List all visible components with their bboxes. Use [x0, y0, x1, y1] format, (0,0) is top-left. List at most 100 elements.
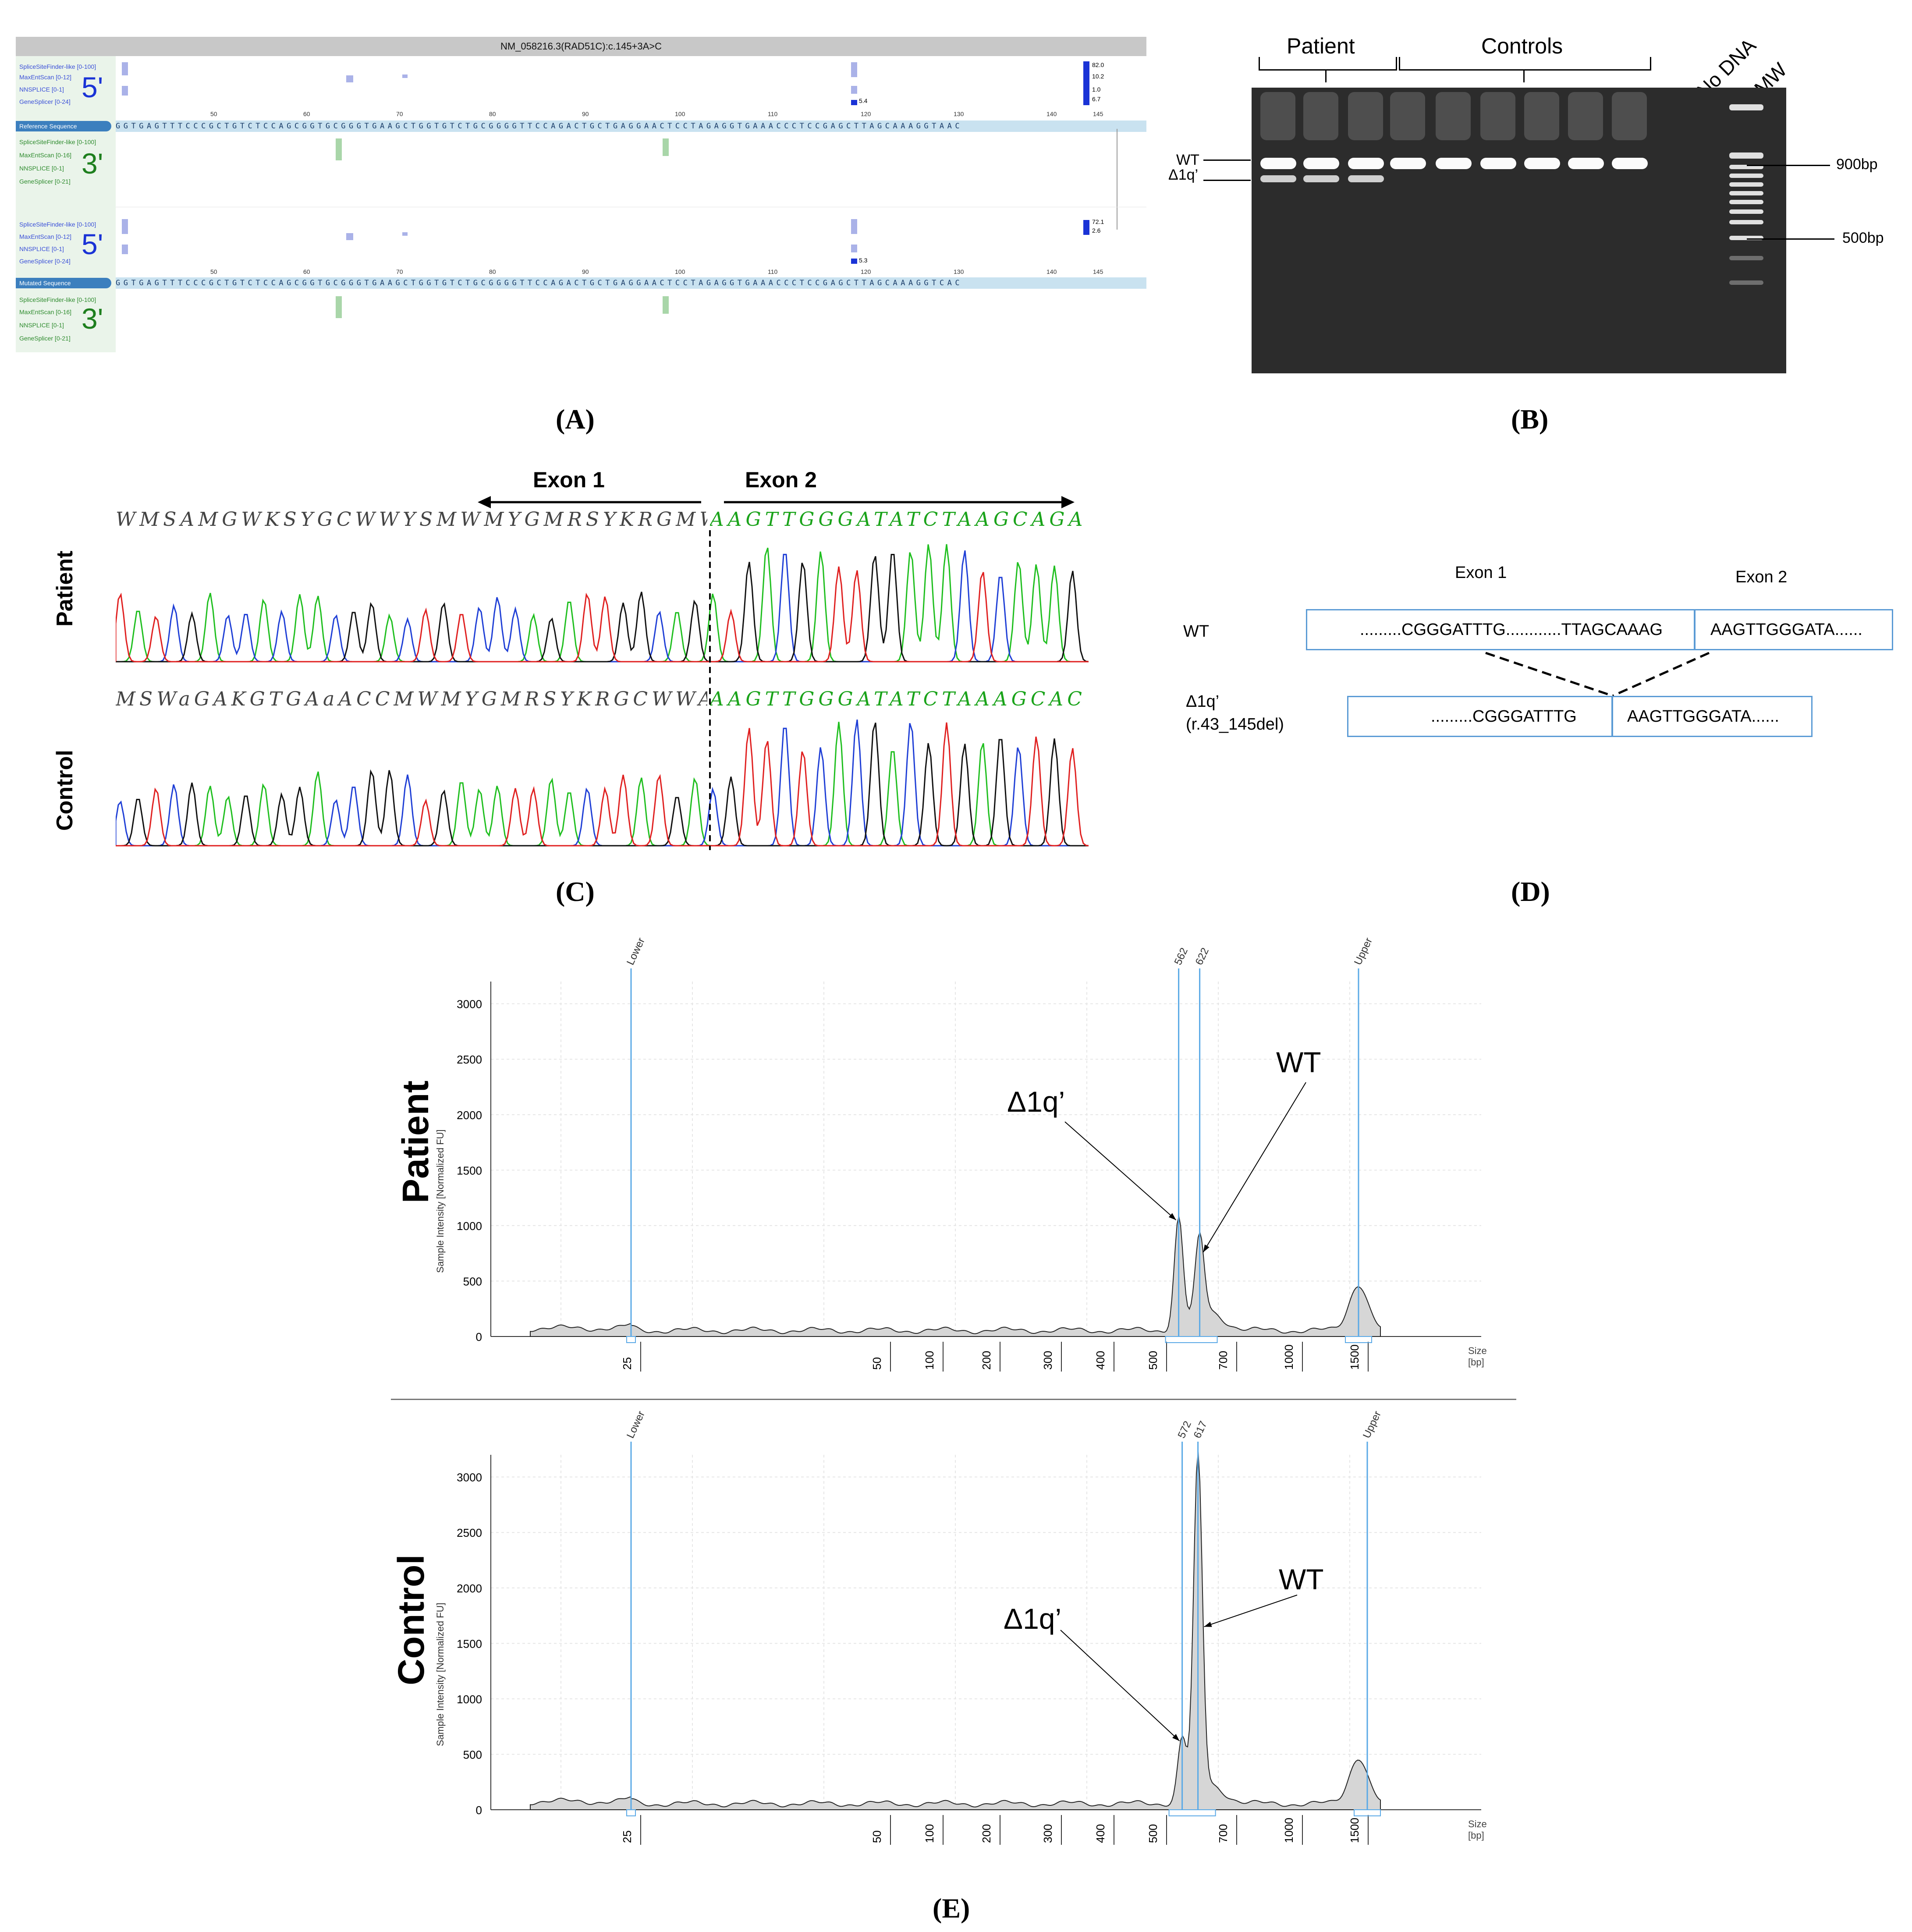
reference-sequence: GGTGAGTTTCCCGCTGTCTCCAGCGGTGCGGGTGAAGCTG… — [116, 121, 1146, 132]
ladder-band — [1729, 165, 1763, 169]
score-bar — [346, 233, 353, 240]
band-wt — [1524, 158, 1560, 169]
band-delta — [1260, 175, 1296, 182]
delta-row-sublabel: (r.43_145del) — [1186, 715, 1284, 734]
score-bar — [402, 232, 408, 236]
score-value: 5.4 — [859, 97, 868, 104]
track-label: MaxEntScan [0-16] — [19, 308, 72, 316]
mutated-sequence: GGTGAGTTTCCCGCTGTCTCCAGCGGTGCGGGTGAAGCTG… — [116, 277, 1146, 289]
marker-label: Upper — [1352, 936, 1375, 967]
ladder-band — [1729, 182, 1763, 187]
wt-exon2-box: AAGTTGGGATA...... — [1694, 609, 1893, 650]
control-seq-exon2: AAGTTGGGATATCTAAAGCAC — [710, 688, 1086, 710]
trace — [116, 544, 1089, 663]
wt-exon1-box: .........CGGGATTTG............TTAGCAAAG — [1306, 609, 1695, 650]
electropherogram-trace — [530, 1216, 1381, 1337]
x-tick-label: 300 — [1041, 1351, 1054, 1370]
ladder-band — [1729, 256, 1763, 260]
marker-label: 572 — [1176, 1419, 1194, 1440]
score-bar — [851, 100, 857, 105]
track-label: NNSPLICE [0-1] — [19, 322, 64, 329]
peak-window — [1168, 1809, 1216, 1816]
score-bar — [851, 219, 857, 234]
x-tick-label: 500 — [1146, 1351, 1160, 1370]
score-bar — [1083, 220, 1089, 235]
annotation-arrow — [1204, 1595, 1298, 1627]
track-label: NNSPLICE [0-1] — [19, 86, 64, 93]
track-label: GeneSplicer [0-21] — [19, 178, 71, 185]
track-sidebar — [16, 56, 116, 352]
band-delta — [1303, 175, 1339, 182]
track-label: MaxEntScan [0-16] — [19, 152, 72, 159]
peak-window — [1165, 1336, 1218, 1343]
x-tick-label: 50 — [870, 1357, 883, 1370]
y-tick-label: 500 — [463, 1748, 482, 1761]
track-label: SpliceSiteFinder-like [0-100] — [19, 63, 96, 70]
lane-smear — [1260, 92, 1295, 140]
ruler-tick-label: 90 — [582, 268, 589, 275]
ruler-tick-label: 80 — [489, 268, 496, 275]
arrow-head — [1203, 1244, 1210, 1252]
ladder-band — [1729, 200, 1763, 204]
score-bar — [122, 86, 128, 96]
ruler-tick-label: 60 — [303, 268, 310, 275]
ruler-tick-label: 60 — [303, 110, 310, 117]
ruler-tick-label: 70 — [396, 110, 403, 117]
marker-label: 622 — [1193, 946, 1211, 967]
track-label: GeneSplicer [0-24] — [19, 258, 71, 265]
panel-label-c: (C) — [556, 876, 595, 907]
ruler-tick-label: 130 — [954, 268, 964, 275]
five-prime-label: 5' — [82, 228, 103, 260]
delta-exon1-box: .........CGGGATTTG — [1347, 696, 1613, 737]
marker-label: Lower — [624, 936, 647, 967]
control-delta-annotation: Δ1q’ — [1004, 1602, 1062, 1635]
ruler-reference: 50 60 70 80 90 100 110 120 130 140 145 — [116, 110, 1146, 119]
score-bar — [336, 138, 342, 160]
patient-seq-exon1: WMSAMGWKSYGCWWYSMWMYGMRSYKRGMWWWG — [116, 508, 707, 531]
y-tick-label: 2000 — [457, 1109, 482, 1122]
peak-window — [1345, 1336, 1372, 1343]
x-tick-label: 700 — [1217, 1824, 1230, 1843]
score-bar — [1083, 61, 1089, 105]
x-tick-label: 400 — [1094, 1351, 1107, 1370]
arrow-head — [1168, 1213, 1176, 1220]
y-tick-label: 2500 — [457, 1526, 482, 1539]
x-tick-label: 1000 — [1282, 1344, 1295, 1370]
lane-smear — [1436, 92, 1471, 140]
controls-bracket — [1399, 57, 1651, 71]
band-wt — [1303, 158, 1339, 169]
splice-lines — [1485, 652, 1710, 697]
x-tick-label: 100 — [923, 1351, 936, 1370]
score-bar — [663, 296, 669, 314]
electropherogram-trace — [530, 1451, 1381, 1810]
control-row-label: Control — [52, 750, 78, 831]
ladder-band — [1729, 280, 1763, 285]
five-prime-label: 5' — [82, 71, 103, 103]
band-wt — [1612, 158, 1648, 169]
score-bar — [663, 138, 669, 156]
score-bar — [346, 75, 353, 82]
ruler-tick-label: 50 — [210, 268, 217, 275]
x-tick-label: 25 — [621, 1357, 634, 1370]
chromatogram-traces — [116, 530, 1089, 850]
x-tick-label: 25 — [621, 1830, 634, 1843]
band-wt — [1260, 158, 1296, 169]
lane-smear — [1568, 92, 1603, 140]
score-bar — [336, 296, 342, 318]
x-tick-label: 200 — [980, 1824, 993, 1843]
ruler-tick-label: 140 — [1046, 110, 1057, 117]
track-label: SpliceSiteFinder-like [0-100] — [19, 138, 96, 145]
track-label: GeneSplicer [0-24] — [19, 98, 71, 105]
x-tick-label: 1500 — [1348, 1344, 1361, 1370]
trace — [116, 722, 1089, 847]
y-tick-label: 1500 — [457, 1164, 482, 1177]
x-tick-label: 700 — [1217, 1351, 1230, 1370]
ruler-tick-label: 120 — [861, 268, 871, 275]
score-value: 82.0 — [1092, 61, 1104, 68]
trace — [116, 719, 1089, 847]
y-tick-label: 0 — [476, 1330, 482, 1344]
control-wt-annotation: WT — [1279, 1563, 1324, 1595]
score-bar — [851, 86, 857, 94]
annotation-arrow — [1060, 1630, 1180, 1741]
ladder-band — [1729, 174, 1763, 178]
